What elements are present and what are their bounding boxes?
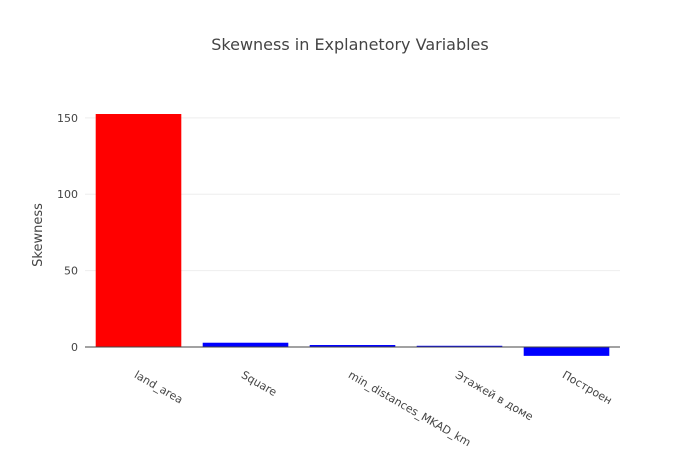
x-tick-labels: land_area Square min_distances_MKAD_kmЭтаж…: [132, 368, 614, 449]
bar: [95, 114, 182, 347]
x-tick-label: Построен: [560, 368, 614, 407]
y-tick-label: 0: [71, 341, 78, 354]
y-tick-label: 50: [64, 265, 78, 278]
bar: [416, 345, 503, 347]
bar-layer: [95, 114, 610, 356]
chart-title: Skewness in Explanetory Variables: [211, 35, 488, 54]
y-tick-labels: 0 50 100 150: [57, 112, 78, 354]
bar: [523, 347, 610, 356]
y-axis-label: Skewness: [31, 203, 46, 267]
x-tick-label: Square: [239, 368, 279, 399]
x-tick-label: Этажей в доме: [453, 368, 536, 423]
y-tick-label: 100: [57, 188, 78, 201]
bar: [309, 345, 396, 347]
x-tick-label: min_distances_MKAD_km: [346, 368, 473, 449]
x-tick-label: land_area: [132, 368, 185, 406]
bar: [202, 342, 289, 347]
y-tick-label: 150: [57, 112, 78, 125]
